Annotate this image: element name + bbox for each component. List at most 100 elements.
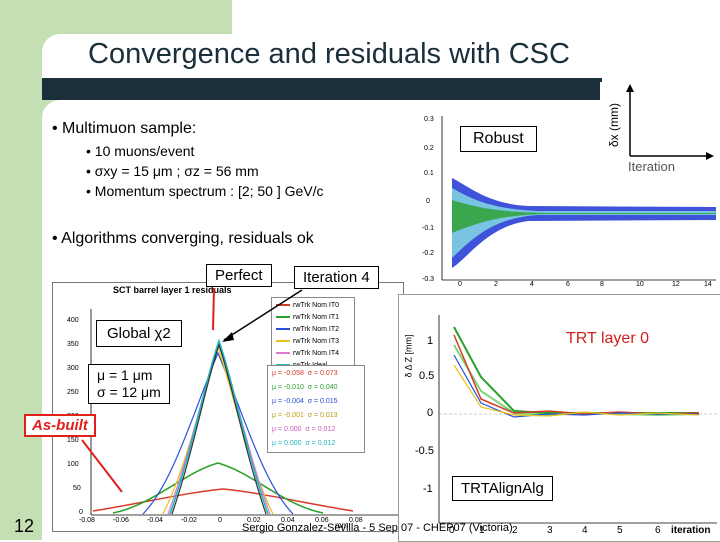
- robust-ytick-1: 0.2: [424, 145, 434, 152]
- sct-ytick-1: 350: [67, 341, 79, 348]
- bullet-muons-per-event: • 10 muons/event: [86, 143, 195, 159]
- trt-plot: δ Δ Z [mm] 1 0.5 0 -0.5 -1 0 1 2 3 4 5 6…: [398, 294, 720, 542]
- sct-stat-row: μ = -0.058 σ = 0.073: [272, 370, 338, 377]
- trt-ytick-2: 0: [427, 407, 434, 419]
- stat-sigma: σ = 0.015: [307, 398, 338, 405]
- trt-xtick-1: 1: [479, 525, 485, 536]
- axis-sketch: δx (mm) Iteration: [600, 82, 720, 182]
- sct-curve-ideal: [169, 338, 269, 515]
- sct-ytick-5: 150: [67, 437, 79, 444]
- sct-xtick-6: 0.04: [281, 517, 295, 524]
- sct-curve-it0: [92, 488, 354, 512]
- robust-xtick-7: 14: [704, 281, 712, 288]
- robust-xtick-0: 0: [458, 281, 462, 288]
- robust-ytick-6: -0.3: [422, 276, 435, 283]
- robust-plot-svg: [441, 116, 716, 281]
- trt-xtick-3: 3: [547, 525, 553, 536]
- sct-stat-row: μ = 0.000 σ = 0.012: [272, 426, 335, 433]
- robust-bands: [452, 178, 716, 268]
- global-chi2-label: Global χ2: [96, 320, 182, 347]
- stat-sigma: σ = 0.012: [305, 440, 336, 447]
- trt-ytick-3: -0.5: [415, 445, 434, 457]
- title-rule: [42, 78, 602, 100]
- stat-sigma: σ = 0.073: [307, 370, 338, 377]
- axis-sketch-y-arrow: [626, 84, 634, 92]
- trt-ytick-1: 0.5: [419, 370, 435, 382]
- perfect-label: Perfect: [206, 264, 272, 287]
- legend-swatch: [276, 328, 290, 331]
- axis-sketch-xlabel: Iteration: [628, 159, 675, 174]
- trtalign-label: TRTAlignAlg: [452, 476, 553, 501]
- robust-xtick-4: 8: [600, 281, 604, 288]
- trt-curve-lightgreen: [453, 344, 700, 417]
- trt-curve-yellow: [453, 364, 700, 417]
- sct-ytick-8: 0: [79, 509, 83, 516]
- stat-mu: μ = -0.004: [272, 398, 304, 405]
- sct-curve-dark: [171, 343, 267, 515]
- stat-mu: μ = -0.058: [272, 370, 304, 377]
- sct-xtick-1: -0.06: [113, 517, 129, 524]
- sct-xtick-5: 0.02: [247, 517, 261, 524]
- sct-xtick-4: 0: [218, 517, 222, 524]
- sct-xtick-0: -0.08: [79, 517, 95, 524]
- sct-legend-row: rwTrk Nom IT1: [276, 314, 339, 321]
- sct-legend-row: rwTrk Nom IT3: [276, 338, 339, 345]
- slide-title: Convergence and residuals with CSC: [88, 38, 570, 70]
- sct-legend-row: rwTrk Nom IT0: [276, 302, 339, 309]
- stat-mu: μ = -0.001: [272, 412, 304, 419]
- trt-xtick-0: 0: [449, 525, 455, 536]
- sct-legend-row: rwTrk Nom IT4: [276, 350, 339, 357]
- sct-curve-it1: [112, 462, 324, 514]
- iteration4-label: Iteration 4: [294, 266, 379, 289]
- sct-stat-row: μ = -0.001 σ = 0.013: [272, 412, 338, 419]
- trt-xtick-5: 5: [617, 525, 623, 536]
- robust-band-inner: [452, 188, 716, 258]
- stat-sigma: σ = 0.013: [307, 412, 338, 419]
- mu-sigma-label: μ = 1 μm σ = 12 μm: [88, 364, 170, 404]
- robust-ytick-4: -0.1: [422, 225, 435, 232]
- trt-xtick-6: 6: [655, 525, 661, 536]
- stat-mu: μ = -0.010: [272, 384, 304, 391]
- trt-ytick-0: 1: [427, 335, 434, 347]
- trt-layer-label: TRT layer 0: [566, 330, 649, 347]
- legend-name: rwTrk Nom IT0: [293, 302, 340, 309]
- page-number: 12: [14, 516, 35, 536]
- trt-ylabel: δ Δ Z [mm]: [403, 334, 414, 378]
- mu-text: μ = 1 μm: [97, 367, 153, 383]
- bullet-multimuon: • Multimuon sample:: [52, 120, 197, 137]
- legend-swatch: [276, 340, 290, 343]
- robust-xtick-5: 10: [636, 281, 644, 288]
- sct-ytick-7: 50: [73, 485, 81, 492]
- axis-sketch-x-arrow: [706, 152, 714, 160]
- sct-xlabel: mm: [335, 521, 349, 530]
- robust-ytick-3: 0: [426, 198, 430, 205]
- legend-name: rwTrk Nom IT2: [293, 326, 340, 333]
- sct-xtick-2: -0.04: [147, 517, 163, 524]
- sct-xtick-3: -0.02: [181, 517, 197, 524]
- sct-stat-row: μ = -0.010 σ = 0.040: [272, 384, 338, 391]
- robust-ytick-0: 0.3: [424, 116, 434, 123]
- sigma-text: σ = 12 μm: [97, 384, 161, 400]
- sct-legend-stats: μ = -0.058 σ = 0.073 μ = -0.010 σ = 0.04…: [267, 365, 365, 453]
- sct-title: SCT barrel layer 1 residuals: [113, 285, 232, 295]
- title-white-panel: [42, 34, 622, 78]
- trt-plot-svg: [438, 315, 717, 524]
- sct-curve-it2: [142, 351, 294, 515]
- footer-text: Sergio Gonzalez-Sevilla - 5 Sep 07 - CHE…: [242, 522, 513, 534]
- robust-xtick-1: 2: [494, 281, 498, 288]
- sct-ytick-2: 300: [67, 365, 79, 372]
- stat-mu: μ = 0.000: [272, 426, 302, 433]
- sct-stat-row: μ = 0.000 σ = 0.012: [272, 440, 335, 447]
- sct-xtick-8: 0.08: [349, 517, 363, 524]
- axis-sketch-ylabel: δx (mm): [607, 103, 621, 147]
- legend-swatch: [276, 352, 290, 355]
- bullet-momentum: • Momentum spectrum : [2; 50 ] GeV/c: [86, 183, 324, 199]
- sct-ytick-3: 250: [67, 389, 79, 396]
- sct-ytick-0: 400: [67, 317, 79, 324]
- sct-curve-it4: [167, 341, 271, 515]
- bullet-sigma: • σxy = 15 μm ; σz = 56 mm: [86, 163, 259, 179]
- stat-sigma: σ = 0.040: [307, 384, 338, 391]
- legend-swatch: [276, 304, 290, 307]
- robust-xtick-6: 12: [672, 281, 680, 288]
- stat-mu: μ = 0.000: [272, 440, 302, 447]
